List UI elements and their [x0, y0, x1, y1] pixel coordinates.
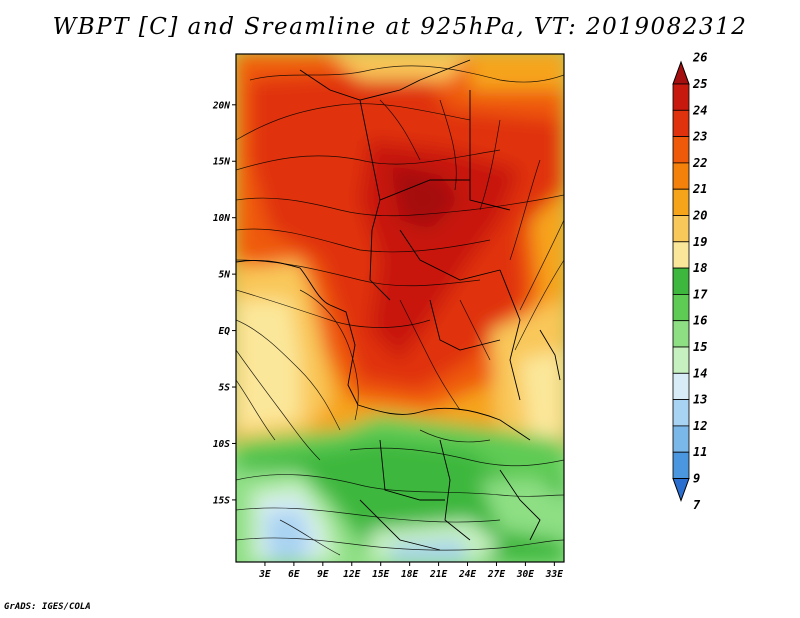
colorbar-bottom-arrow — [672, 478, 690, 502]
lat-tick-label: 5N — [219, 270, 231, 281]
lon-tick-label: 30E — [516, 569, 534, 580]
colorbar-swatch — [672, 320, 690, 348]
colorbar-label: 14 — [693, 366, 707, 380]
lat-tick-label: 10S — [213, 439, 230, 450]
colorbar-label: 17 — [693, 287, 708, 301]
colorbar-label: 21 — [692, 182, 707, 196]
colorbar-label: 7 — [693, 498, 701, 512]
colorbar-swatch — [672, 399, 690, 427]
lat-tick-label: 5S — [219, 383, 231, 394]
colorbar-swatch — [672, 136, 690, 164]
colorbar-swatch — [672, 241, 690, 269]
colorbar-label: 20 — [692, 209, 707, 223]
colorbar-swatch — [672, 83, 690, 111]
colorbar-swatch — [672, 293, 690, 322]
lat-tick-label: 20N — [212, 100, 230, 111]
lat-tick-label: 15S — [213, 495, 230, 506]
colorbar-swatch — [672, 188, 690, 216]
lon-tick-label: 18E — [401, 569, 418, 580]
colorbar-label: 26 — [692, 51, 707, 65]
colorbar-label: 13 — [693, 393, 707, 407]
colorbar-label: 18 — [693, 261, 707, 275]
lat-tick-label: 15N — [213, 157, 230, 168]
colorbar-label: 11 — [693, 445, 707, 459]
colorbar-label: 22 — [692, 156, 707, 170]
colorbar: 26 25 24 23 22 21 20 19 18 17 16 15 14 13 12 11 9 7 — [672, 51, 708, 512]
country-borders — [236, 59, 561, 551]
colorbar-label: 25 — [692, 77, 707, 91]
streamlines — [236, 65, 564, 556]
colorbar-label: 24 — [692, 103, 707, 117]
lon-tick-label: 27E — [487, 569, 505, 580]
colorbar-top-arrow — [672, 60, 690, 85]
lon-tick-label: 21E — [429, 569, 447, 580]
colorbar-swatch — [672, 162, 690, 190]
lon-axis: 3E 6E 9E 12E 15E 18E 21E 24E 27E 30E 33E — [258, 562, 563, 580]
lon-tick-label: 9E — [317, 569, 329, 580]
lon-tick-label: 12E — [343, 569, 360, 580]
lat-tick-label: EQ — [219, 326, 231, 337]
lon-tick-label: 6E — [288, 569, 300, 580]
lat-tick-label: 10N — [213, 213, 230, 224]
colorbar-label: 12 — [693, 419, 707, 433]
colorbar-swatch — [672, 451, 690, 479]
grads-credit: GrADS: IGES/COLA — [4, 602, 91, 612]
colorbar-label: 23 — [692, 130, 707, 144]
lon-tick-label: 24E — [458, 569, 476, 580]
lon-tick-label: 33E — [545, 569, 563, 580]
wbpt-shaded-field — [236, 54, 564, 562]
colorbar-label: 15 — [693, 340, 707, 354]
colorbar-label: 16 — [693, 314, 707, 328]
lat-axis: 20N 15N 10N 5N EQ 5S 10S 15S — [212, 100, 236, 506]
colorbar-swatch — [672, 267, 690, 295]
colorbar-swatch — [672, 346, 690, 374]
colorbar-label: 9 — [693, 472, 700, 486]
colorbar-label: 19 — [693, 235, 707, 249]
colorbar-swatch — [672, 372, 690, 400]
colorbar-swatch — [672, 215, 690, 243]
colorbar-swatch — [672, 109, 690, 138]
lon-tick-label: 3E — [258, 569, 271, 580]
lon-tick-label: 15E — [372, 569, 389, 580]
map-title: WBPT [C] and Sreamline at 925hPa, VT: 20… — [52, 14, 748, 40]
map-frame — [235, 53, 565, 563]
colorbar-swatch — [672, 425, 690, 453]
